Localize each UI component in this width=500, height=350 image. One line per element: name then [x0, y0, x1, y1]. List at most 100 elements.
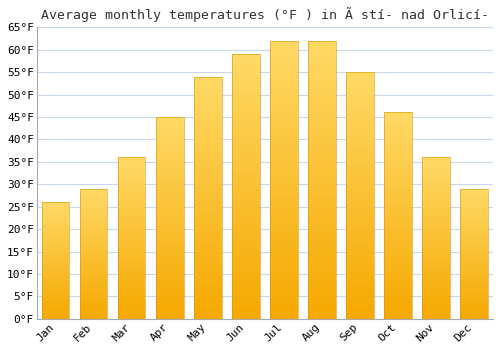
- Bar: [156, 198, 184, 200]
- Bar: [460, 218, 487, 220]
- Bar: [384, 208, 411, 211]
- Bar: [232, 187, 260, 190]
- Bar: [118, 182, 146, 184]
- Bar: [118, 206, 146, 208]
- Bar: [118, 271, 146, 272]
- Bar: [384, 120, 411, 123]
- Bar: [42, 250, 70, 252]
- Bar: [308, 298, 336, 301]
- Bar: [194, 155, 222, 158]
- Bar: [308, 79, 336, 83]
- Bar: [80, 202, 108, 203]
- Bar: [308, 197, 336, 201]
- Bar: [308, 65, 336, 69]
- Bar: [42, 306, 70, 307]
- Bar: [270, 103, 297, 107]
- Bar: [118, 212, 146, 214]
- Bar: [42, 281, 70, 282]
- Bar: [232, 279, 260, 282]
- Bar: [156, 135, 184, 137]
- Bar: [232, 97, 260, 100]
- Bar: [232, 173, 260, 177]
- Bar: [194, 282, 222, 286]
- Bar: [346, 266, 374, 270]
- Bar: [308, 315, 336, 319]
- Bar: [194, 216, 222, 219]
- Bar: [156, 251, 184, 253]
- Bar: [194, 243, 222, 246]
- Bar: [422, 226, 450, 228]
- Bar: [118, 222, 146, 224]
- Bar: [346, 245, 374, 248]
- Bar: [460, 205, 487, 206]
- Bar: [308, 267, 336, 270]
- Bar: [384, 278, 411, 280]
- Bar: [156, 145, 184, 147]
- Bar: [80, 262, 108, 264]
- Bar: [270, 65, 297, 69]
- Bar: [384, 272, 411, 275]
- Bar: [308, 246, 336, 249]
- Bar: [460, 267, 487, 268]
- Bar: [156, 225, 184, 228]
- Bar: [156, 193, 184, 195]
- Bar: [156, 132, 184, 135]
- Bar: [118, 169, 146, 172]
- Bar: [232, 137, 260, 140]
- Bar: [42, 224, 70, 225]
- Bar: [232, 84, 260, 87]
- Bar: [422, 272, 450, 274]
- Bar: [194, 164, 222, 167]
- Bar: [194, 310, 222, 313]
- Bar: [422, 297, 450, 299]
- Bar: [194, 152, 222, 155]
- Bar: [118, 272, 146, 274]
- Bar: [156, 243, 184, 246]
- Bar: [384, 254, 411, 257]
- Bar: [42, 205, 70, 206]
- Bar: [80, 294, 108, 296]
- Bar: [232, 61, 260, 64]
- Bar: [270, 232, 297, 236]
- Bar: [156, 152, 184, 155]
- Bar: [194, 237, 222, 240]
- Bar: [270, 312, 297, 315]
- Bar: [384, 172, 411, 174]
- Bar: [460, 293, 487, 294]
- Bar: [460, 225, 487, 226]
- Bar: [232, 292, 260, 296]
- Bar: [42, 202, 70, 319]
- Bar: [156, 130, 184, 132]
- Bar: [156, 210, 184, 213]
- Bar: [118, 172, 146, 174]
- Bar: [232, 269, 260, 273]
- Bar: [384, 198, 411, 200]
- Bar: [460, 286, 487, 288]
- Bar: [156, 175, 184, 177]
- Bar: [460, 316, 487, 317]
- Bar: [460, 200, 487, 202]
- Bar: [194, 149, 222, 152]
- Bar: [42, 271, 70, 272]
- Bar: [232, 203, 260, 206]
- Bar: [384, 236, 411, 239]
- Bar: [194, 107, 222, 110]
- Bar: [384, 239, 411, 241]
- Bar: [194, 246, 222, 249]
- Bar: [308, 256, 336, 260]
- Bar: [308, 62, 336, 65]
- Bar: [308, 312, 336, 315]
- Bar: [232, 80, 260, 84]
- Bar: [80, 190, 108, 192]
- Bar: [308, 141, 336, 145]
- Bar: [422, 309, 450, 311]
- Bar: [156, 256, 184, 258]
- Bar: [308, 107, 336, 110]
- Bar: [460, 210, 487, 211]
- Bar: [384, 180, 411, 182]
- Bar: [80, 238, 108, 239]
- Bar: [422, 287, 450, 289]
- Bar: [42, 231, 70, 233]
- Bar: [308, 232, 336, 236]
- Bar: [118, 176, 146, 177]
